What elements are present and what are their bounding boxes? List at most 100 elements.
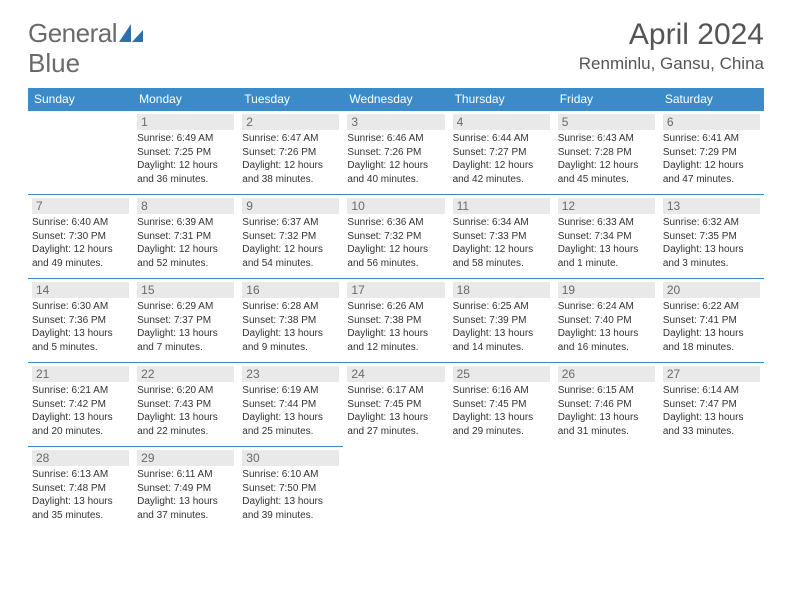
detail-line: Sunset: 7:37 PM [137,314,234,328]
day-details: Sunrise: 6:41 AMSunset: 7:29 PMDaylight:… [663,132,760,186]
detail-line: Sunrise: 6:20 AM [137,384,234,398]
detail-line: and 38 minutes. [242,173,339,187]
weekday-header: Monday [133,88,238,111]
calendar-cell: 6 Sunrise: 6:41 AMSunset: 7:29 PMDaylight… [659,111,764,195]
day-details: Sunrise: 6:15 AMSunset: 7:46 PMDaylight:… [558,384,655,438]
detail-line: Sunrise: 6:30 AM [32,300,129,314]
calendar-cell: 21Sunrise: 6:21 AMSunset: 7:42 PMDayligh… [28,363,133,447]
day-number: 6 [663,114,760,130]
day-number: 10 [347,198,444,214]
detail-line: Sunrise: 6:49 AM [137,132,234,146]
detail-line: Sunset: 7:32 PM [242,230,339,244]
detail-line: Sunrise: 6:32 AM [663,216,760,230]
detail-line: Daylight: 12 hours [137,159,234,173]
detail-line: Sunset: 7:38 PM [242,314,339,328]
calendar-cell: 14Sunrise: 6:30 AMSunset: 7:36 PMDayligh… [28,279,133,363]
detail-line: and 54 minutes. [242,257,339,271]
detail-line: and 20 minutes. [32,425,129,439]
calendar-cell: 13Sunrise: 6:32 AMSunset: 7:35 PMDayligh… [659,195,764,279]
detail-line: and 31 minutes. [558,425,655,439]
calendar-cell: 17Sunrise: 6:26 AMSunset: 7:38 PMDayligh… [343,279,448,363]
detail-line: Sunrise: 6:19 AM [242,384,339,398]
detail-line: Sunrise: 6:39 AM [137,216,234,230]
detail-line: Sunset: 7:42 PM [32,398,129,412]
detail-line: Daylight: 13 hours [558,411,655,425]
detail-line: Sunset: 7:45 PM [347,398,444,412]
day-details: Sunrise: 6:44 AMSunset: 7:27 PMDaylight:… [453,132,550,186]
logo-sail-icon [119,24,145,44]
day-number: 7 [32,198,129,214]
detail-line: Daylight: 12 hours [137,243,234,257]
detail-line: Daylight: 13 hours [453,411,550,425]
detail-line: Daylight: 13 hours [558,327,655,341]
calendar-cell: 4Sunrise: 6:44 AMSunset: 7:27 PMDaylight… [449,111,554,195]
day-details: Sunrise: 6:17 AMSunset: 7:45 PMDaylight:… [347,384,444,438]
detail-line: and 9 minutes. [242,341,339,355]
day-details: Sunrise: 6:26 AMSunset: 7:38 PMDaylight:… [347,300,444,354]
day-details: Sunrise: 6:34 AMSunset: 7:33 PMDaylight:… [453,216,550,270]
detail-line: Sunset: 7:44 PM [242,398,339,412]
detail-line: Sunset: 7:27 PM [453,146,550,160]
calendar-cell: 27Sunrise: 6:14 AMSunset: 7:47 PMDayligh… [659,363,764,447]
day-details: Sunrise: 6:22 AMSunset: 7:41 PMDaylight:… [663,300,760,354]
detail-line: Sunset: 7:47 PM [663,398,760,412]
day-number: 25 [453,366,550,382]
detail-line: Sunrise: 6:24 AM [558,300,655,314]
calendar-cell: 1Sunrise: 6:49 AMSunset: 7:25 PMDaylight… [133,111,238,195]
detail-line: Sunrise: 6:10 AM [242,468,339,482]
day-number: 15 [137,282,234,298]
weekday-header: Friday [554,88,659,111]
calendar-cell: 8Sunrise: 6:39 AMSunset: 7:31 PMDaylight… [133,195,238,279]
calendar-cell: 20Sunrise: 6:22 AMSunset: 7:41 PMDayligh… [659,279,764,363]
detail-line: and 29 minutes. [453,425,550,439]
day-details: Sunrise: 6:20 AMSunset: 7:43 PMDaylight:… [137,384,234,438]
detail-line: Sunset: 7:39 PM [453,314,550,328]
calendar-cell: 7Sunrise: 6:40 AMSunset: 7:30 PMDaylight… [28,195,133,279]
detail-line: and 18 minutes. [663,341,760,355]
calendar-cell: 24Sunrise: 6:17 AMSunset: 7:45 PMDayligh… [343,363,448,447]
detail-line: Daylight: 13 hours [137,327,234,341]
detail-line: Sunset: 7:26 PM [347,146,444,160]
detail-line: and 56 minutes. [347,257,444,271]
logo-word1: General [28,18,117,49]
day-number: 30 [242,450,339,466]
detail-line: Daylight: 13 hours [32,411,129,425]
detail-line: Daylight: 13 hours [32,495,129,509]
detail-line: and 40 minutes. [347,173,444,187]
detail-line: and 1 minute. [558,257,655,271]
day-details: Sunrise: 6:32 AMSunset: 7:35 PMDaylight:… [663,216,760,270]
detail-line: Sunrise: 6:13 AM [32,468,129,482]
day-number: 1 [137,114,234,130]
detail-line: Sunrise: 6:14 AM [663,384,760,398]
detail-line: Sunset: 7:41 PM [663,314,760,328]
detail-line: and 47 minutes. [663,173,760,187]
calendar-week-row: 1Sunrise: 6:49 AMSunset: 7:25 PMDaylight… [28,111,764,195]
detail-line: Sunset: 7:40 PM [558,314,655,328]
day-number: 14 [32,282,129,298]
day-number: 18 [453,282,550,298]
detail-line: Sunset: 7:28 PM [558,146,655,160]
detail-line: Sunset: 7:48 PM [32,482,129,496]
detail-line: Sunrise: 6:29 AM [137,300,234,314]
day-number: 16 [242,282,339,298]
detail-line: Sunset: 7:43 PM [137,398,234,412]
detail-line: Sunrise: 6:26 AM [347,300,444,314]
calendar-cell: 22Sunrise: 6:20 AMSunset: 7:43 PMDayligh… [133,363,238,447]
detail-line: Daylight: 12 hours [453,243,550,257]
day-number: 28 [32,450,129,466]
detail-line: Daylight: 12 hours [663,159,760,173]
detail-line: Sunrise: 6:36 AM [347,216,444,230]
detail-line: Daylight: 12 hours [242,243,339,257]
detail-line: Sunset: 7:35 PM [663,230,760,244]
detail-line: Sunrise: 6:34 AM [453,216,550,230]
detail-line: and 12 minutes. [347,341,444,355]
detail-line: Sunset: 7:29 PM [663,146,760,160]
day-details: Sunrise: 6:19 AMSunset: 7:44 PMDaylight:… [242,384,339,438]
location: Renminlu, Gansu, China [579,54,764,74]
day-number: 2 [242,114,339,130]
detail-line: and 16 minutes. [558,341,655,355]
detail-line: Sunrise: 6:28 AM [242,300,339,314]
calendar-cell: 19Sunrise: 6:24 AMSunset: 7:40 PMDayligh… [554,279,659,363]
weekday-header: Saturday [659,88,764,111]
day-details: Sunrise: 6:13 AMSunset: 7:48 PMDaylight:… [32,468,129,522]
